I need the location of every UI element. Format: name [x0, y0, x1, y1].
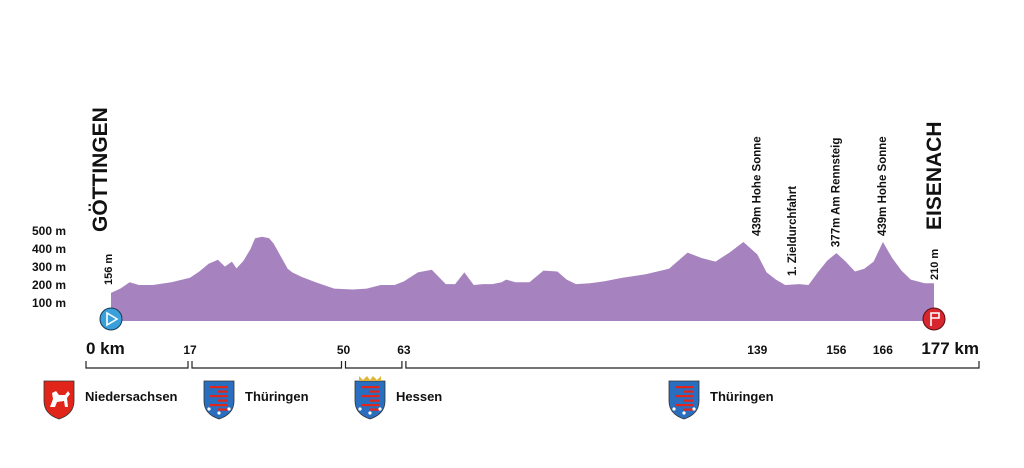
region-name-label: Hessen	[396, 389, 443, 404]
annotation-text: 439m Hohe Sonne	[877, 136, 889, 236]
profile-area-group	[111, 236, 934, 321]
crest-stripe	[361, 386, 379, 389]
x-tick-label: 0 km	[86, 339, 125, 358]
x-tick-label: 156	[826, 343, 846, 357]
crest-stripe	[683, 408, 693, 411]
thueringen-crest-icon	[203, 380, 235, 420]
region-brackets	[43, 361, 980, 420]
crest-star	[227, 407, 231, 411]
crest-stripe	[218, 390, 228, 393]
y-axis-ticks: 100 m 200 m 300 m 400 m 500 m	[32, 224, 66, 310]
thueringen-crest-icon	[668, 380, 700, 420]
climb-annotation: 377m Am Rennsteig	[830, 138, 842, 248]
crest-stripe	[369, 399, 379, 402]
finish-flag-glyph	[930, 312, 940, 326]
crest-stripe	[361, 404, 379, 407]
crest-stripe	[361, 395, 379, 398]
crest-stripe	[210, 404, 228, 407]
town-name: EISENACH	[923, 121, 946, 230]
finish-marker-circle	[922, 307, 946, 331]
crest-stripe	[369, 408, 379, 411]
finish-marker-icon	[922, 307, 946, 331]
town-name: GÖTTINGEN	[89, 107, 112, 232]
endpoint-elevation-text: 210 m	[929, 249, 941, 280]
pass-annotation: 1. Zieldurchfahrt	[787, 186, 799, 276]
endpoint-elevation-label: 210 m	[929, 249, 941, 280]
crest-horse	[50, 391, 70, 407]
crest-star	[692, 407, 696, 411]
start-finish-markers	[99, 307, 946, 331]
x-tick-label: 177 km	[921, 339, 979, 358]
region-bracket	[85, 361, 189, 369]
crest-star	[358, 407, 362, 411]
climb-annotation: 439m Hohe Sonne	[751, 136, 763, 236]
crest-stripe	[675, 395, 693, 398]
finish-town-label: EISENACH	[923, 121, 946, 230]
x-tick-label: 17	[183, 343, 197, 357]
crest-stripe	[210, 395, 228, 398]
annotation-text: 439m Hohe Sonne	[751, 136, 763, 236]
crest-star	[368, 411, 372, 415]
region-bracket	[191, 361, 343, 369]
crest-stripe	[369, 390, 379, 393]
x-tick-label: 50	[337, 343, 351, 357]
hessen-crest-icon	[354, 376, 386, 420]
y-tick-label: 300 m	[32, 260, 66, 274]
region-name-label: Thüringen	[710, 389, 774, 404]
crest-star	[682, 411, 686, 415]
niedersachsen-crest-icon	[43, 380, 75, 420]
crest-stripe	[218, 399, 228, 402]
x-axis-ticks: 0 km 17 50 63 139 156 166 177 km	[86, 339, 979, 358]
region-name-label: Niedersachsen	[85, 389, 178, 404]
y-tick-label: 200 m	[32, 278, 66, 292]
start-marker-circle	[99, 307, 123, 331]
crest-star	[217, 411, 221, 415]
crest-stripe	[210, 386, 228, 389]
region-bracket	[344, 361, 403, 369]
climb-annotation: 439m Hohe Sonne	[877, 136, 889, 236]
annotation-text: 1. Zieldurchfahrt	[787, 186, 799, 276]
region-bracket	[405, 361, 980, 369]
region-name-label: Thüringen	[245, 389, 309, 404]
y-tick-label: 500 m	[32, 224, 66, 238]
crest-stripe	[683, 390, 693, 393]
start-town-label: GÖTTINGEN	[89, 107, 112, 232]
crest-star	[207, 407, 211, 411]
x-tick-label: 139	[747, 343, 767, 357]
y-tick-label: 100 m	[32, 296, 66, 310]
start-play-glyph	[106, 311, 119, 327]
crest-crown	[359, 376, 381, 381]
elevation-profile-area	[111, 236, 934, 321]
start-marker-icon	[99, 307, 123, 331]
crest-stripe	[675, 386, 693, 389]
crest-star	[672, 407, 676, 411]
crest-stripe	[683, 399, 693, 402]
x-tick-label: 63	[397, 343, 411, 357]
annotation-text: 377m Am Rennsteig	[830, 138, 842, 248]
endpoint-elevation-label: 156 m	[103, 254, 115, 285]
crest-stripe	[218, 408, 228, 411]
crest-stripe	[675, 404, 693, 407]
crest-star	[378, 407, 382, 411]
endpoint-elevation-text: 156 m	[103, 254, 115, 285]
x-tick-label: 166	[873, 343, 893, 357]
y-tick-label: 400 m	[32, 242, 66, 256]
annotations-group: GÖTTINGEN 156 m 439m Hohe Sonne 1. Zieldurc…	[89, 107, 946, 285]
